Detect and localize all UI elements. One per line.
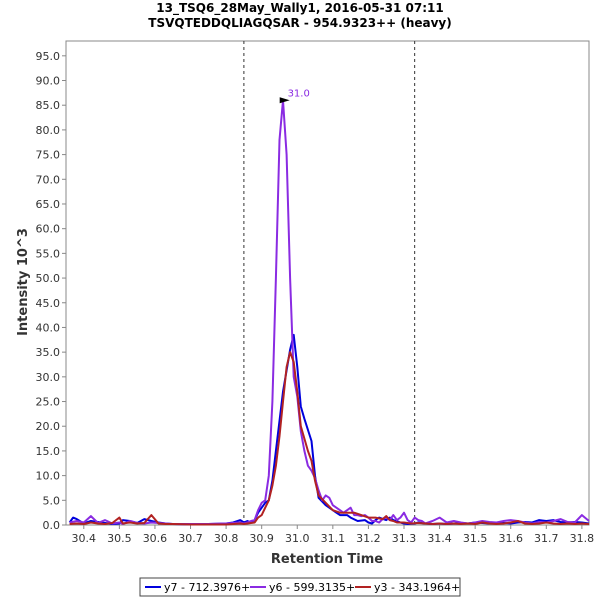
chart-title-line-1: 13_TSQ6_28May_Wally1, 2016-05-31 07:11: [156, 1, 443, 16]
legend-box: [139, 577, 461, 597]
x-tick-label: 30.6: [143, 532, 168, 545]
y-tick-label: 10.0: [36, 470, 61, 483]
y-axis-title: Intensity 10^3: [16, 228, 31, 336]
y-tick-label: 15.0: [36, 445, 61, 458]
y-tick-label: 95.0: [36, 50, 61, 63]
y-tick-label: 5.0: [43, 494, 61, 507]
plot-frame: [65, 40, 590, 526]
y-tick-label: 40.0: [36, 321, 61, 334]
y-tick-label: 50.0: [36, 272, 61, 285]
x-tick-label: 31.7: [534, 532, 559, 545]
x-tick-label: 31.8: [570, 532, 595, 545]
y-tick-label: 25.0: [36, 396, 61, 409]
y-tick-label: 85.0: [36, 99, 61, 112]
y-tick-label: 45.0: [36, 297, 61, 310]
x-tick-label: 31.4: [427, 532, 452, 545]
legend-label: y7 - 712.3976+: [164, 581, 250, 594]
y-tick-label: 35.0: [36, 346, 61, 359]
x-tick-label: 30.9: [249, 532, 274, 545]
x-tick-label: 30.8: [214, 532, 239, 545]
x-tick-label: 31.0: [285, 532, 310, 545]
y-tick-label: 70.0: [36, 173, 61, 186]
apex-marker-icon: [279, 97, 290, 104]
series-line-y6: [69, 99, 590, 525]
x-tick-label: 31.1: [321, 532, 346, 545]
x-tick-label: 30.5: [107, 532, 132, 545]
y-tick-label: 90.0: [36, 75, 61, 88]
y-tick-label: 60.0: [36, 223, 61, 236]
x-tick-label: 31.3: [392, 532, 417, 545]
x-tick-label: 31.2: [356, 532, 381, 545]
chart-title-line-2: TSVQTEDDQLIAGQSAR - 954.9323++ (heavy): [148, 16, 451, 30]
x-tick-label: 30.7: [178, 532, 203, 545]
series-line-y7: [68, 333, 590, 526]
x-tick-label: 30.4: [72, 532, 97, 545]
series-line-y3: [69, 351, 590, 526]
y-tick-label: 20.0: [36, 420, 61, 433]
plot-area: 30.4 30.5 30.6 30.7 30.8 30.9 31.0 31.1 31.2 31.3…: [36, 40, 595, 545]
legend: y7 - 712.3976+ y6 - 599.3135+ y3 - 343.196…: [139, 577, 461, 597]
y-tick-label: 80.0: [36, 124, 61, 137]
y-tick-label: 55.0: [36, 247, 61, 260]
y-tick-label: 30.0: [36, 371, 61, 384]
y-tick-label: 65.0: [36, 198, 61, 211]
legend-label: y6 - 599.3135+: [269, 581, 355, 594]
legend-label: y3 - 343.1964+: [374, 581, 460, 594]
y-tick-label: 75.0: [36, 149, 61, 162]
y-tick-label: 0.0: [43, 519, 61, 532]
x-tick-label: 31.6: [498, 532, 523, 545]
x-axis-title: Retention Time: [271, 552, 383, 567]
apex-label: 31.0: [288, 88, 310, 99]
x-tick-label: 31.5: [463, 532, 488, 545]
